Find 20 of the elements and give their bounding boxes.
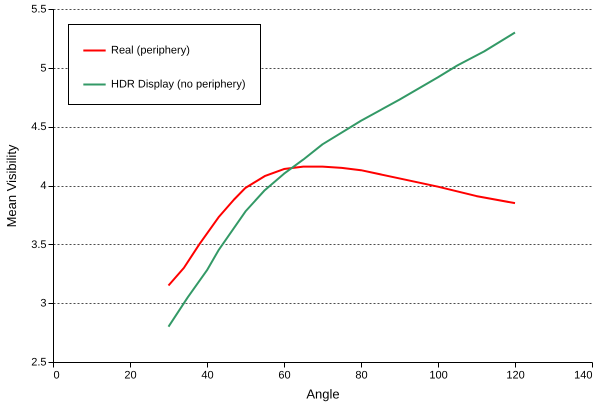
y-tick-label: 3 — [40, 298, 46, 310]
x-tick-label: 80 — [355, 370, 368, 382]
legend-label: Real (periphery) — [111, 44, 190, 56]
y-tick-label: 4.5 — [31, 121, 46, 134]
y-tick-label: 4 — [40, 180, 46, 192]
x-tick-label: 120 — [506, 370, 525, 382]
line-series — [168, 166, 516, 287]
y-tick-label: 3.5 — [31, 238, 46, 251]
y-axis-title: Mean Visibility — [4, 144, 20, 228]
x-axis-title: Angle — [306, 386, 340, 402]
x-tick-label: 100 — [429, 370, 448, 382]
x-tick-label: 40 — [201, 370, 214, 382]
legend-label: HDR Display (no periphery) — [111, 78, 246, 90]
y-tick-label: 2.5 — [31, 356, 46, 368]
x-tick-label: 20 — [124, 370, 137, 382]
x-tick-label: 0 — [54, 370, 60, 382]
y-tick-label: 5.5 — [31, 4, 46, 16]
y-tick-label: 5 — [40, 62, 46, 74]
x-tick-label: 60 — [278, 370, 291, 382]
x-tick-label: 140 — [574, 370, 592, 382]
